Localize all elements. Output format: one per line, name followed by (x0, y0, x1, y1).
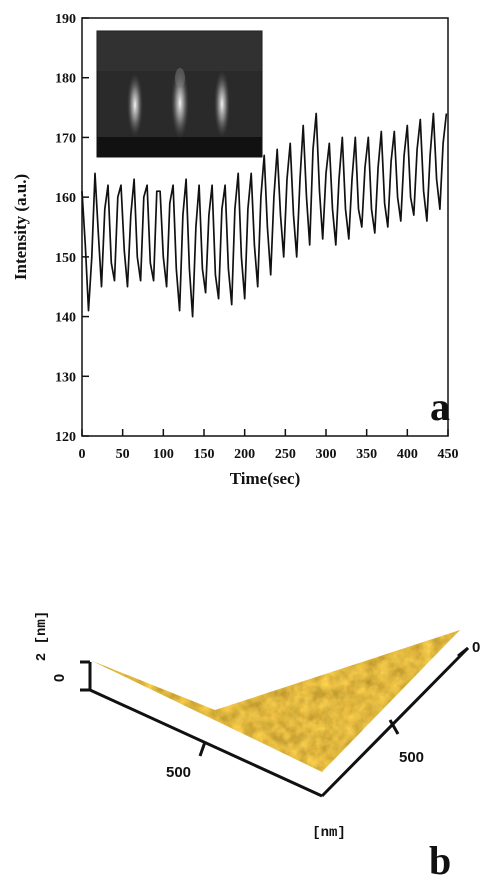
right-axis-tick-0 (457, 646, 469, 658)
right-axis-tick-500 (388, 719, 400, 735)
y-tick-label: 160 (55, 191, 76, 206)
z-axis-label: 2 [nm] (34, 611, 50, 661)
panel-label-a: a (430, 384, 450, 429)
afm-surface-texture (90, 630, 460, 772)
right-tick-0: 0 (472, 639, 480, 656)
x-tick-label: 350 (356, 447, 377, 462)
y-tick-label: 140 (55, 311, 76, 326)
panel-label-b: b (429, 838, 451, 883)
front-axis-tick-500 (198, 741, 207, 757)
x-tick-label: 0 (79, 447, 86, 462)
x-axis-title: Time(sec) (230, 469, 301, 488)
x-tick-label: 150 (194, 447, 215, 462)
x-tick-label: 50 (116, 447, 130, 462)
y-tick-label: 120 (55, 430, 76, 445)
plot-frame (81, 17, 449, 437)
y-tick-label: 170 (55, 131, 76, 146)
front-tick-500: 500 (166, 764, 191, 781)
x-tick-label: 450 (438, 447, 459, 462)
intensity-line (81, 112, 448, 318)
y-tick-label: 190 (55, 12, 76, 27)
right-axis-line (320, 646, 470, 798)
y-tick-label: 180 (55, 72, 76, 87)
x-tick-label: 100 (153, 447, 174, 462)
x-tick-label: 400 (397, 447, 418, 462)
panel-a-chart: 120 130 140 150 160 170 180 190 0 50 100 150 200 250… (11, 12, 459, 488)
z-tick-0: 0 (51, 674, 68, 682)
right-tick-500: 500 (399, 749, 424, 766)
x-tick-label: 250 (275, 447, 296, 462)
unit-label: [nm] (312, 825, 346, 841)
x-tick-label: 300 (316, 447, 337, 462)
panel-b-afm: 2 [nm] 0 0 500 500 [nm] b (34, 611, 480, 883)
x-tick-label: 200 (234, 447, 255, 462)
y-tick-label: 150 (55, 251, 76, 266)
y-axis-title: Intensity (a.u.) (11, 174, 30, 280)
y-axis: 120 130 140 150 160 170 180 190 (55, 12, 89, 445)
x-axis: 0 50 100 150 200 250 300 350 400 450 (79, 429, 459, 462)
rheed-inset (96, 30, 263, 158)
y-tick-label: 130 (55, 370, 76, 385)
